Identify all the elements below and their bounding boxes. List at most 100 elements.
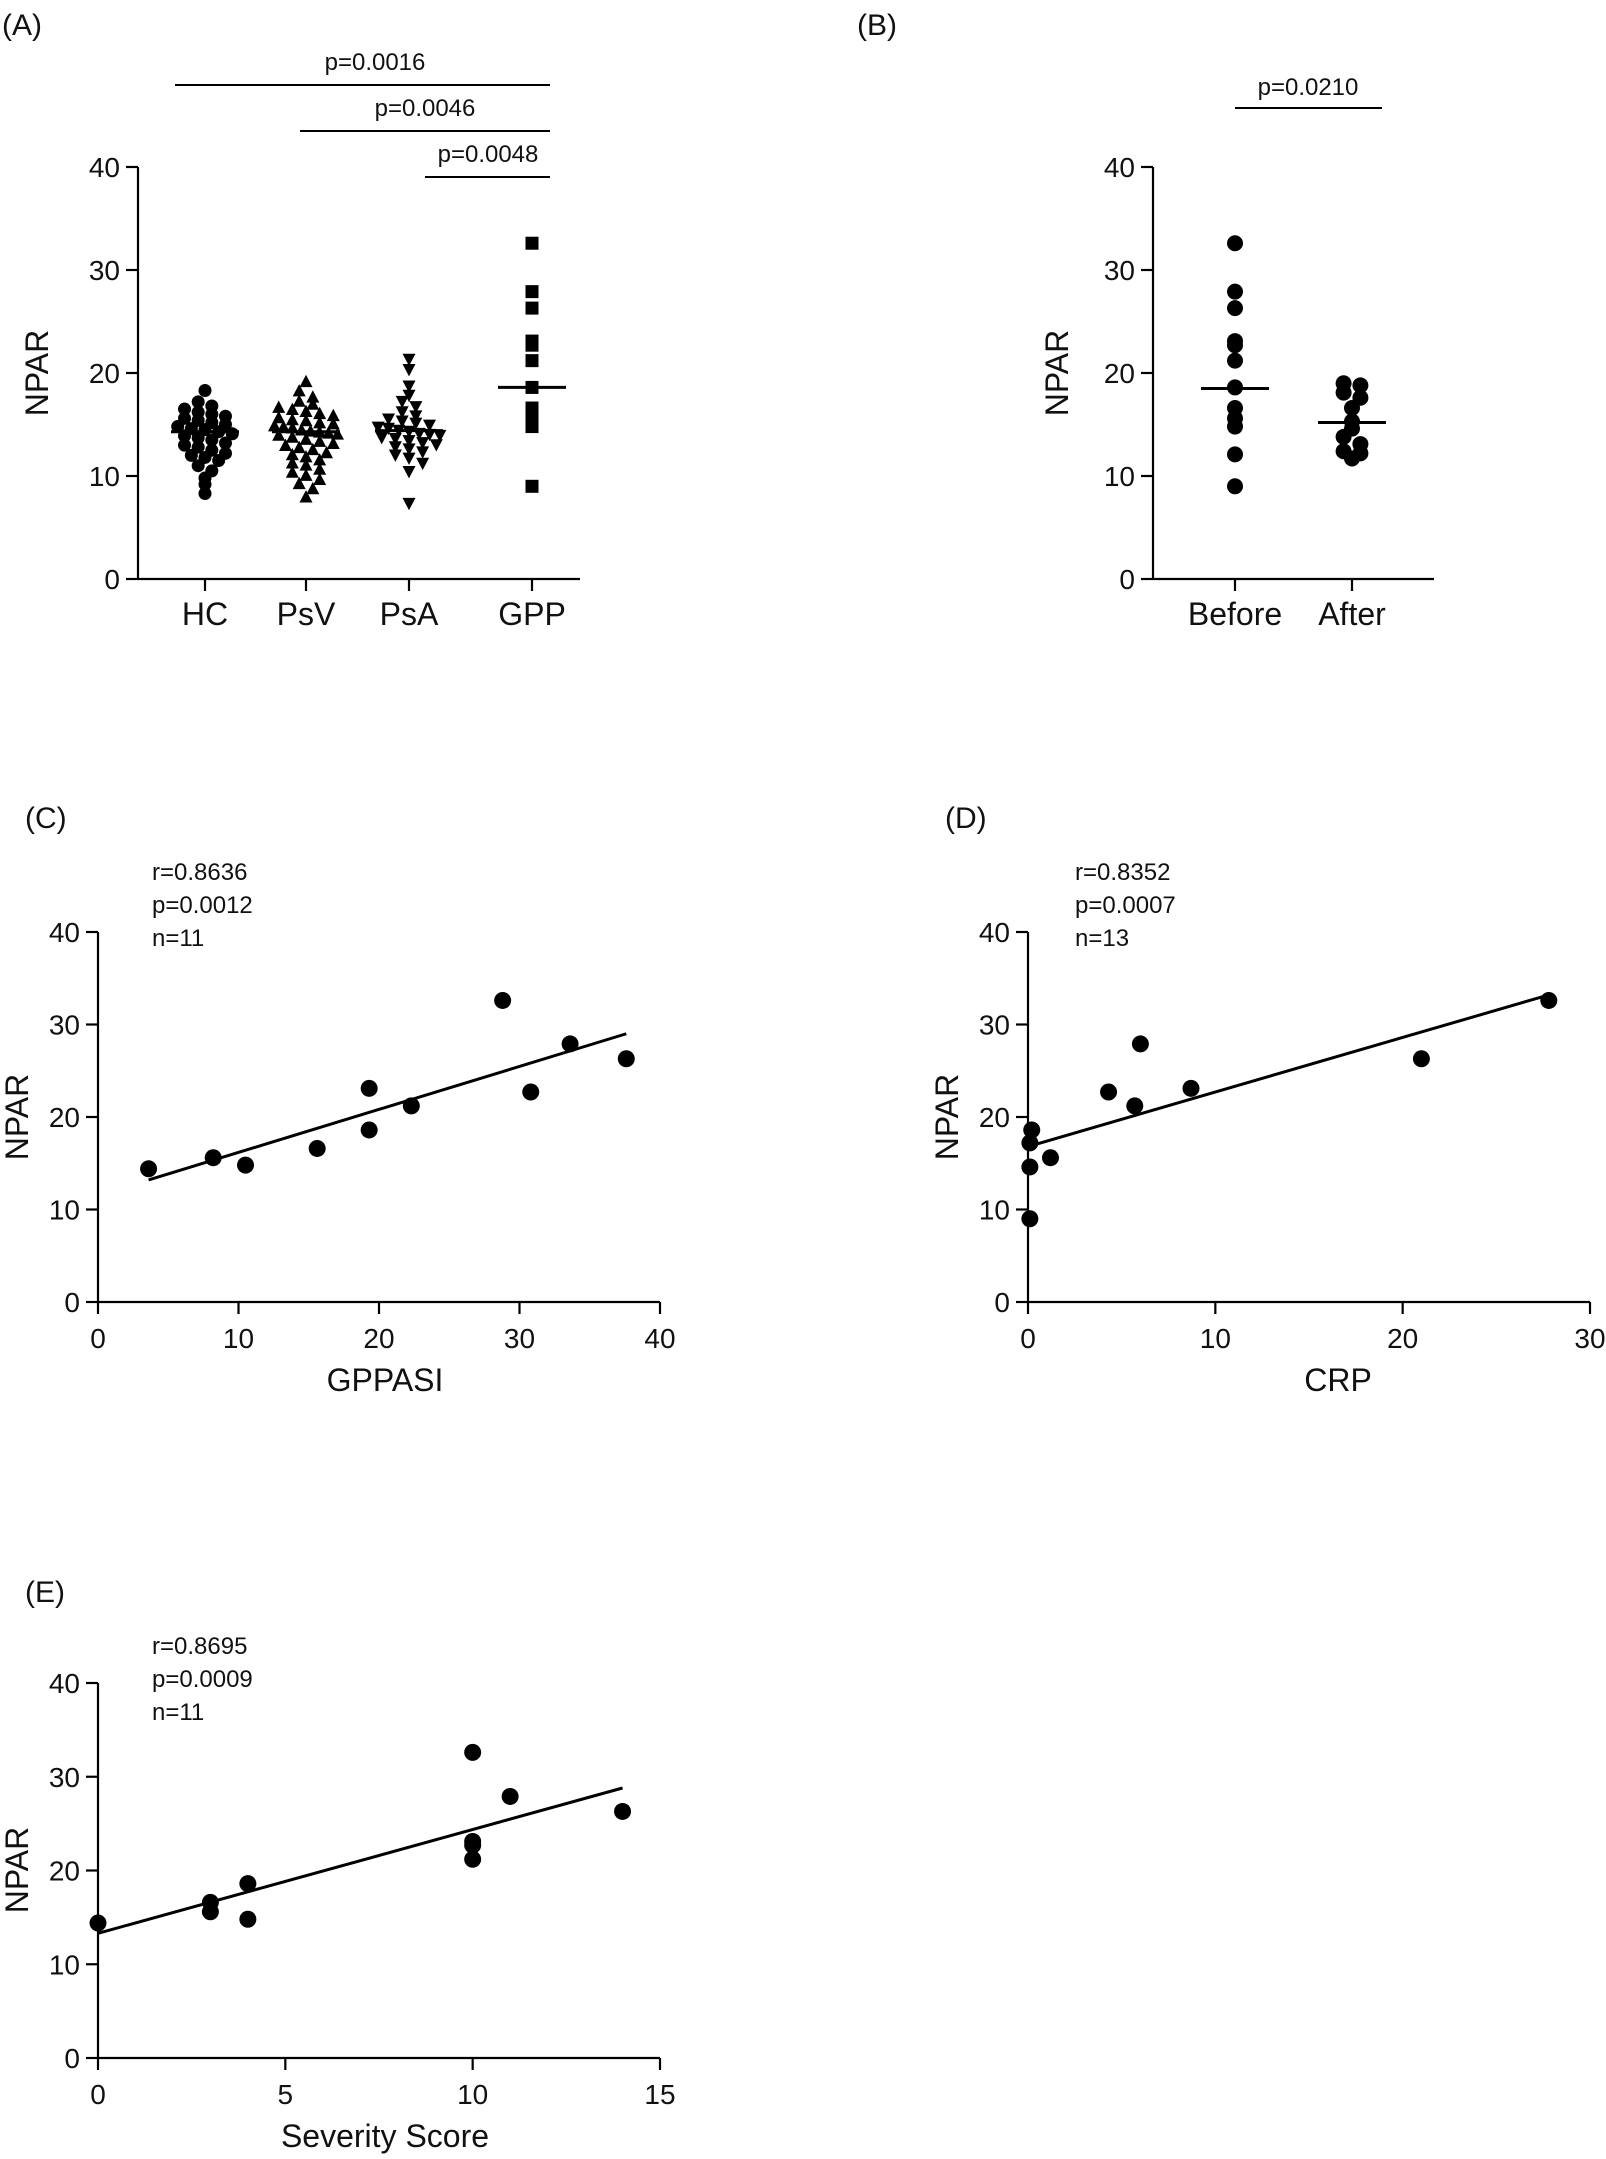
panel-c-point xyxy=(522,1083,540,1101)
panel-a-point-psa xyxy=(409,401,423,414)
panel-b-label: (B) xyxy=(857,9,897,42)
panel-d-stat: p=0.0007 xyxy=(1075,892,1176,919)
panel-b-x-tick-label: After xyxy=(1318,596,1386,632)
panel-a-point-hc xyxy=(198,384,212,398)
panel-a-point-psa xyxy=(381,422,395,436)
panel-c-point xyxy=(360,1121,378,1139)
panel-b-p-value: p=0.0210 xyxy=(1258,74,1359,101)
panel-e-y-tick-label: 40 xyxy=(49,1668,80,1699)
panel-a-point-psv xyxy=(313,472,327,485)
panel-a-point-psv xyxy=(331,427,344,440)
panel-a-point-gpp xyxy=(525,354,539,368)
panel-d-point xyxy=(1131,1035,1149,1053)
panel-a-point-psv xyxy=(268,419,281,432)
panel-e-x-tick-label: 5 xyxy=(278,2079,294,2110)
panel-a-point-psv xyxy=(292,394,306,407)
panel-e-point xyxy=(239,1910,257,1928)
panel-c-x-axis-label: GPPASI xyxy=(327,1362,444,1398)
panel-a-point-psa xyxy=(402,435,416,448)
panel-a-point-psa xyxy=(416,457,430,471)
panel-a-point-psa xyxy=(433,429,447,443)
panel-a-point-psa xyxy=(402,389,416,403)
panel-a-point-psv xyxy=(272,428,286,441)
panel-e-stat: p=0.0009 xyxy=(152,1666,253,1693)
panel-a-point-gpp xyxy=(525,236,539,250)
panel-c-y-tick-label: 30 xyxy=(49,1010,80,1041)
panel-e-x-tick-label: 0 xyxy=(90,2079,106,2110)
panel-b-y-axis-label: NPAR xyxy=(1039,330,1075,417)
panel-a-y-tick-label: 40 xyxy=(89,152,120,183)
panel-a-point-psv xyxy=(326,408,340,422)
panel-c-x-tick-label: 30 xyxy=(504,1323,535,1354)
panel-a-point-gpp xyxy=(525,338,539,352)
panel-a-point-psv xyxy=(299,404,313,418)
panel-d-label: (D) xyxy=(945,802,987,835)
panel-a-point-psv xyxy=(299,458,313,471)
panel-b-point-after xyxy=(1344,400,1360,417)
panel-a-p-value: p=0.0046 xyxy=(375,95,476,122)
panel-a-point-psa xyxy=(395,395,409,409)
panel-a-point-psa xyxy=(402,465,416,479)
panel-a-point-psa xyxy=(382,413,396,426)
panel-b-y-tick-label: 40 xyxy=(1104,152,1135,183)
panel-a-x-tick-label: HC xyxy=(182,596,228,632)
panel-e-regression-line xyxy=(97,1786,623,1935)
panel-e-y-axis-label: NPAR xyxy=(0,1827,35,1914)
panel-a-point-psa xyxy=(375,431,389,445)
panel-a-point-psv xyxy=(272,410,286,424)
panel-b-y-tick-label: 0 xyxy=(1119,564,1135,595)
panel-a-point-psa xyxy=(402,364,416,377)
panel-e-point xyxy=(239,1875,257,1893)
panel-a-p-value: p=0.0048 xyxy=(438,141,539,168)
panel-c-y-tick-label: 0 xyxy=(64,1287,80,1318)
panel-b-point-after xyxy=(1335,428,1352,445)
panel-c-point xyxy=(140,1160,158,1178)
panel-a-y-tick-label: 20 xyxy=(89,358,120,389)
panel-a-point-psa xyxy=(395,406,409,419)
panel-a-point-psv xyxy=(292,384,306,397)
panel-c-x-tick-label: 40 xyxy=(644,1323,675,1354)
panel-a-point-psa xyxy=(402,380,416,393)
panel-a-point-psv xyxy=(285,430,299,443)
panel-d-point xyxy=(1021,1134,1039,1152)
panel-d-x-tick-label: 0 xyxy=(1020,1323,1036,1354)
panel-e-y-tick-label: 10 xyxy=(49,1949,80,1980)
panel-c-stat: r=0.8636 xyxy=(152,859,247,886)
panel-b-point-before xyxy=(1227,283,1243,300)
panel-a-point-psv xyxy=(326,436,340,449)
panel-a-point-psa xyxy=(402,497,416,511)
panel-a-point-hc xyxy=(184,448,198,462)
panel-b-y-tick-label: 20 xyxy=(1104,358,1135,389)
panel-c-stat: n=11 xyxy=(152,925,204,952)
panel-a-point-psa xyxy=(416,437,430,450)
panel-e-point xyxy=(464,1850,482,1868)
panel-c-point xyxy=(561,1035,579,1053)
panel-a-point-gpp xyxy=(525,401,539,415)
panel-a-y-axis-label: NPAR xyxy=(19,330,55,417)
panel-a-point-hc xyxy=(191,431,205,445)
panel-a-point-psa xyxy=(409,417,423,430)
panel-e-point xyxy=(501,1787,519,1805)
panel-a-point-psa xyxy=(409,410,423,423)
panel-d-point xyxy=(1540,991,1558,1009)
panel-e-label: (E) xyxy=(25,1576,65,1609)
panel-b-point-before xyxy=(1227,300,1243,317)
panel-a-point-psv xyxy=(292,476,306,490)
panel-e-point xyxy=(464,1743,482,1761)
panel-a-point-psv xyxy=(285,456,299,469)
panel-a-point-psa xyxy=(388,441,402,454)
panel-c-x-tick-label: 0 xyxy=(90,1323,106,1354)
panel-e-x-tick-label: 15 xyxy=(644,2079,675,2110)
panel-c-point xyxy=(308,1139,326,1157)
panel-d-y-tick-label: 20 xyxy=(979,1102,1010,1133)
panel-d-regression-line xyxy=(1027,993,1550,1149)
panel-a-point-psv xyxy=(313,434,327,447)
panel-e-x-tick-label: 10 xyxy=(457,2079,488,2110)
panel-a-point-psv xyxy=(299,374,313,388)
panel-c-y-tick-label: 20 xyxy=(49,1102,80,1133)
panel-a-point-psv xyxy=(306,442,320,456)
panel-a-point-psv xyxy=(279,438,293,452)
panel-e-point xyxy=(89,1914,107,1932)
panel-c-point xyxy=(204,1149,222,1167)
panel-c-point xyxy=(494,991,512,1009)
